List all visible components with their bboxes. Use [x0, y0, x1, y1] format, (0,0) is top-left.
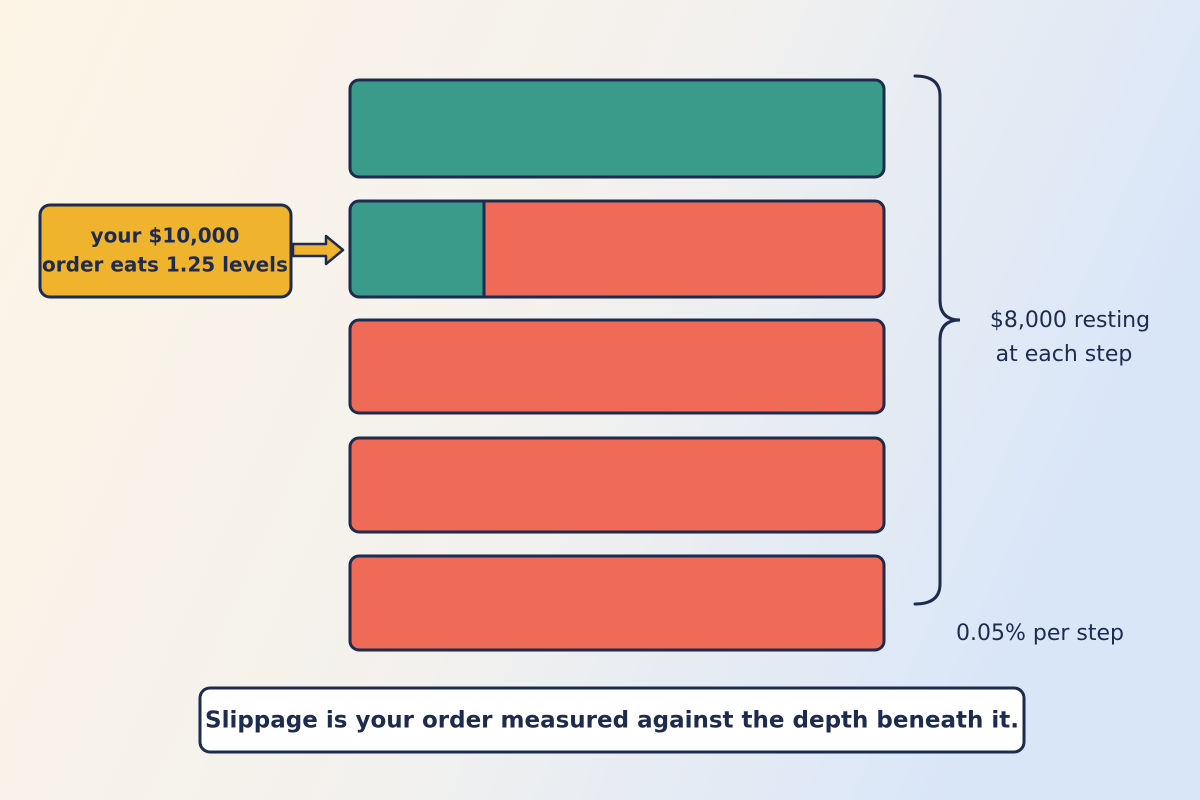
step-note: 0.05% per step	[956, 621, 1124, 646]
level	[348, 436, 886, 534]
bracket-label: $8,000 resting	[990, 308, 1150, 333]
bracket-label: at each step	[996, 342, 1133, 367]
level-outline	[348, 199, 886, 299]
callout-text: your $10,000	[91, 224, 240, 248]
level-filled	[348, 78, 886, 179]
level	[348, 554, 886, 652]
callout-box	[38, 203, 293, 299]
caption-box	[198, 686, 1026, 754]
level	[348, 318, 886, 415]
bracket	[913, 74, 961, 606]
level-consumed	[350, 201, 484, 297]
caption: Slippage is your order measured against …	[205, 708, 1019, 734]
arrow	[291, 234, 345, 266]
callout-text: order eats 1.25 levels	[42, 253, 288, 277]
level-partial	[348, 199, 886, 299]
